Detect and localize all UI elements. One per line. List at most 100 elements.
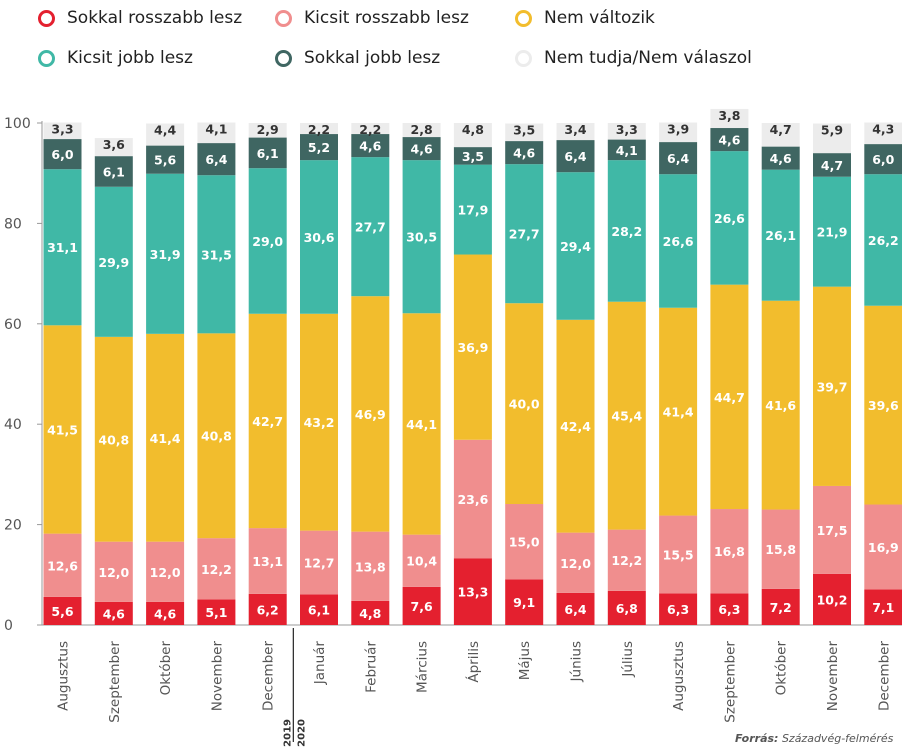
data-label: 27,7	[509, 227, 540, 242]
data-label: 6,0	[51, 147, 73, 162]
data-label: 21,9	[817, 225, 848, 240]
legend-marker	[515, 49, 532, 67]
bar-segment	[659, 593, 698, 625]
bar-segment	[864, 144, 902, 175]
bar-segment	[505, 123, 544, 142]
data-label: 4,6	[411, 142, 433, 157]
data-label: 41,4	[663, 405, 694, 420]
data-label: 6,4	[564, 149, 586, 164]
data-label: 7,6	[411, 599, 433, 614]
bar-segment	[813, 573, 851, 625]
bar-segment	[710, 108, 749, 129]
data-label: 42,7	[252, 414, 283, 429]
data-label: 40,8	[98, 432, 129, 447]
data-label: 41,4	[150, 431, 181, 446]
data-label: 12,2	[201, 562, 232, 577]
bar-segment	[197, 122, 236, 144]
data-label: 4,6	[103, 606, 125, 621]
data-label: 5,2	[308, 140, 330, 155]
bar-segment	[94, 601, 133, 625]
data-label: 6,1	[257, 146, 279, 161]
bar-segment	[146, 173, 185, 334]
bar-segment	[146, 145, 185, 174]
data-label: 27,7	[355, 220, 386, 235]
bar-segment	[607, 139, 646, 161]
data-label: 4,6	[718, 133, 740, 148]
y-tick-label: 80	[4, 216, 22, 232]
bar-segment	[556, 172, 595, 320]
bar-segment	[607, 529, 646, 591]
bar-segment	[607, 301, 646, 530]
bar-segment	[146, 123, 185, 146]
bar-segment	[402, 313, 441, 535]
data-label: 26,6	[714, 211, 745, 226]
bar-segment	[351, 123, 390, 135]
bar-segment	[710, 128, 749, 152]
data-label: 5,6	[51, 604, 73, 619]
data-label: 26,1	[765, 228, 796, 243]
x-tick-label: Február	[363, 641, 379, 693]
x-tick-label: Május	[517, 641, 533, 680]
bar-segment	[710, 593, 749, 625]
bar-segment	[607, 123, 646, 140]
bar-segment	[813, 123, 851, 154]
data-label: 4,1	[616, 143, 638, 158]
bar-segment	[864, 305, 902, 505]
y-tick-label: 100	[4, 116, 31, 132]
legend-marker	[515, 9, 532, 27]
x-tick-label: Szeptember	[722, 641, 738, 723]
bar-segment	[659, 142, 698, 175]
y-tick-label: 60	[4, 317, 22, 333]
y-tick-label: 0	[4, 618, 13, 634]
data-label: 31,5	[201, 247, 232, 262]
data-label: 15,8	[765, 542, 796, 557]
bar-segment	[351, 296, 390, 532]
bar-segment	[94, 138, 133, 157]
data-label: 17,9	[457, 203, 488, 218]
bar-segment	[864, 589, 902, 625]
x-tick-label: Szeptember	[107, 641, 123, 723]
bar-segment	[146, 541, 185, 602]
bar-segment	[710, 509, 749, 594]
legend-marker	[38, 49, 55, 67]
data-label: 12,6	[47, 558, 78, 573]
bar-segment	[453, 439, 492, 559]
data-label: 3,3	[51, 121, 73, 136]
data-label: 6,4	[205, 152, 227, 167]
legend-label: Nem változik	[544, 8, 655, 28]
bar-segment	[761, 509, 800, 589]
bar-segment	[761, 300, 800, 510]
bar-segment	[864, 122, 902, 145]
data-label: 3,9	[667, 121, 689, 136]
legend-marker	[38, 9, 55, 27]
data-label: 2,2	[308, 122, 330, 137]
bar-segment	[453, 558, 492, 625]
data-label: 5,9	[821, 123, 843, 138]
year-label: 2019	[282, 719, 293, 747]
bar-segment	[248, 528, 287, 594]
bar-segment	[505, 504, 544, 580]
legend-item: Kicsit jobb lesz	[38, 48, 193, 68]
data-label: 2,2	[359, 122, 381, 137]
data-label: 12,0	[150, 565, 181, 580]
bar-segment	[761, 146, 800, 170]
data-label: 17,5	[817, 523, 848, 538]
bar-segment	[402, 160, 441, 314]
data-label: 4,7	[821, 158, 843, 173]
bar-segment	[351, 531, 390, 601]
y-tick-label: 40	[4, 417, 22, 433]
data-label: 3,8	[718, 108, 740, 123]
bar-segment	[351, 157, 390, 297]
y-tick-label: 20	[4, 518, 22, 534]
bar-segment	[94, 186, 133, 337]
legend-item: Sokkal jobb lesz	[275, 48, 440, 68]
data-label: 4,6	[770, 151, 792, 166]
data-label: 6,2	[257, 602, 279, 617]
bar-segment	[146, 333, 185, 542]
bar-segment	[248, 123, 287, 138]
bar-segment	[402, 137, 441, 161]
bar-segment	[556, 319, 595, 533]
bar-segment	[43, 122, 82, 140]
data-label: 44,7	[714, 390, 745, 405]
data-label: 4,1	[205, 121, 227, 136]
